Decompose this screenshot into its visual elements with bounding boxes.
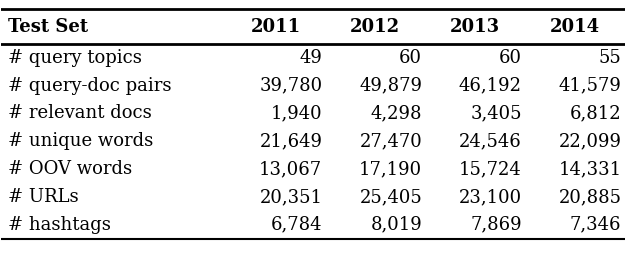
- Text: 15,724: 15,724: [459, 160, 522, 178]
- Text: 2014: 2014: [550, 18, 600, 36]
- Text: 7,869: 7,869: [470, 216, 522, 234]
- Text: 2013: 2013: [450, 18, 500, 36]
- Text: 7,346: 7,346: [570, 216, 622, 234]
- Text: # unique words: # unique words: [8, 132, 153, 150]
- Text: 27,470: 27,470: [359, 132, 422, 150]
- Text: 1,940: 1,940: [270, 105, 322, 122]
- Text: 2012: 2012: [351, 18, 401, 36]
- Text: 41,579: 41,579: [558, 77, 622, 95]
- Text: 20,351: 20,351: [259, 188, 322, 206]
- Text: 13,067: 13,067: [259, 160, 322, 178]
- Text: # query topics: # query topics: [8, 49, 141, 67]
- Text: 39,780: 39,780: [259, 77, 322, 95]
- Text: 55: 55: [598, 49, 622, 67]
- Text: 8,019: 8,019: [371, 216, 422, 234]
- Text: 2011: 2011: [250, 18, 300, 36]
- Text: # relevant docs: # relevant docs: [8, 105, 151, 122]
- Text: 60: 60: [399, 49, 422, 67]
- Text: 49: 49: [299, 49, 322, 67]
- Text: # URLs: # URLs: [8, 188, 78, 206]
- Text: # OOV words: # OOV words: [8, 160, 131, 178]
- Text: 60: 60: [499, 49, 522, 67]
- Text: 21,649: 21,649: [259, 132, 322, 150]
- Text: 49,879: 49,879: [359, 77, 422, 95]
- Text: 23,100: 23,100: [459, 188, 522, 206]
- Text: 25,405: 25,405: [359, 188, 422, 206]
- Text: # hashtags: # hashtags: [8, 216, 111, 234]
- Text: 4,298: 4,298: [371, 105, 422, 122]
- Text: 22,099: 22,099: [558, 132, 622, 150]
- Text: 17,190: 17,190: [359, 160, 422, 178]
- Text: # query-doc pairs: # query-doc pairs: [8, 77, 171, 95]
- Text: 3,405: 3,405: [470, 105, 522, 122]
- Text: Test Set: Test Set: [8, 18, 88, 36]
- Text: 20,885: 20,885: [558, 188, 622, 206]
- Text: 24,546: 24,546: [459, 132, 522, 150]
- Text: 6,784: 6,784: [271, 216, 322, 234]
- Text: 46,192: 46,192: [459, 77, 522, 95]
- Text: 6,812: 6,812: [570, 105, 622, 122]
- Text: 14,331: 14,331: [558, 160, 622, 178]
